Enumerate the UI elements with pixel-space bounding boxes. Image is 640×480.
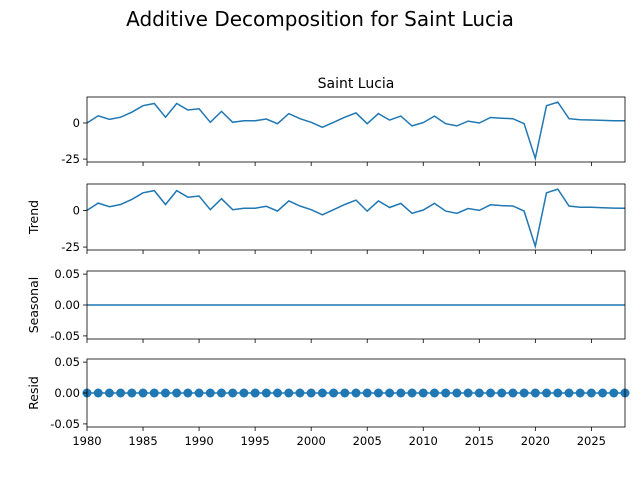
- resid-point: [463, 388, 473, 398]
- y-axis-label: Seasonal: [26, 277, 41, 334]
- resid-point: [116, 388, 126, 398]
- resid-point: [586, 388, 596, 398]
- figure-suptitle: Additive Decomposition for Saint Lucia: [126, 7, 514, 31]
- resid-point: [205, 388, 215, 398]
- x-tick-label: 2015: [465, 434, 494, 448]
- resid-point: [609, 388, 619, 398]
- panel-title: Saint Lucia: [318, 76, 395, 92]
- y-tick-label: 0.00: [54, 298, 80, 312]
- y-tick-label: -25: [61, 152, 80, 166]
- resid-point: [149, 388, 159, 398]
- y-tick-label: 0: [73, 203, 80, 217]
- resid-point: [340, 388, 350, 398]
- resid-point: [429, 388, 439, 398]
- series-line: [86, 188, 626, 250]
- resid-point: [138, 388, 148, 398]
- resid-point: [172, 388, 182, 398]
- y-axis-label: Resid: [26, 376, 41, 410]
- resid-point: [497, 388, 507, 398]
- resid-point: [93, 388, 103, 398]
- resid-point: [575, 388, 585, 398]
- x-tick-label: 2005: [353, 434, 382, 448]
- resid-point: [228, 388, 238, 398]
- resid-point: [183, 388, 193, 398]
- x-tick-label: 1980: [72, 434, 101, 448]
- x-tick-label: 1990: [184, 434, 213, 448]
- resid-point: [519, 388, 529, 398]
- resid-point: [194, 388, 204, 398]
- resid-point: [441, 388, 451, 398]
- y-tick-label: -0.05: [50, 329, 80, 343]
- x-tick-label: 1985: [128, 434, 157, 448]
- resid-point: [508, 388, 518, 398]
- resid-point: [407, 388, 417, 398]
- resid-point: [351, 388, 361, 398]
- resid-point: [385, 388, 395, 398]
- y-tick-label: -0.05: [50, 417, 80, 431]
- resid-point: [284, 388, 294, 398]
- resid-point: [217, 388, 226, 398]
- resid-point: [127, 388, 137, 398]
- resid-point: [329, 388, 339, 398]
- resid-point: [418, 388, 428, 398]
- panel-1: 0 -25 Trend: [26, 183, 626, 254]
- series-line: [86, 101, 626, 162]
- resid-point: [261, 388, 271, 398]
- panel-3: 0.05 0.00 -0.05 1980 1985 1990 1995 2000 2005 201…: [26, 355, 630, 448]
- axes-frame: [86, 183, 626, 251]
- resid-point: [160, 388, 170, 398]
- y-tick-label: 0.05: [54, 355, 80, 369]
- resid-point: [239, 388, 249, 398]
- y-tick-label: 0.05: [54, 267, 80, 281]
- resid-point: [104, 388, 114, 398]
- y-tick-label: 0.00: [54, 386, 80, 400]
- y-axis-label: Trend: [26, 200, 41, 235]
- x-tick-label: 2025: [577, 434, 606, 448]
- x-tick-label: 2010: [409, 434, 438, 448]
- y-tick-label: -25: [61, 240, 80, 254]
- x-tick-label: 2000: [297, 434, 326, 448]
- resid-point: [396, 388, 406, 398]
- resid-point: [373, 388, 383, 398]
- panels-group: 0 -25 Saint Lucia 0 -25 Trend 0.05 0.00 -0.05 Sea…: [26, 76, 630, 448]
- resid-point: [250, 388, 260, 398]
- resid-point: [452, 388, 462, 398]
- axes-frame: [86, 96, 626, 163]
- resid-point: [273, 388, 283, 398]
- x-tick-label: 2020: [521, 434, 550, 448]
- resid-point: [306, 388, 316, 398]
- x-tick-label: 1995: [240, 434, 269, 448]
- y-tick-label: 0: [73, 116, 80, 130]
- resid-point: [598, 388, 608, 398]
- resid-point: [530, 388, 540, 398]
- resid-point: [317, 388, 327, 398]
- panel-0: 0 -25 Saint Lucia: [61, 76, 626, 166]
- resid-point: [362, 388, 372, 398]
- panel-2: 0.05 0.00 -0.05 Seasonal: [26, 267, 626, 343]
- resid-point: [553, 388, 563, 398]
- resid-point: [474, 388, 484, 398]
- resid-point: [295, 388, 305, 398]
- resid-point: [542, 388, 552, 398]
- resid-point: [564, 388, 574, 398]
- resid-point: [486, 388, 495, 398]
